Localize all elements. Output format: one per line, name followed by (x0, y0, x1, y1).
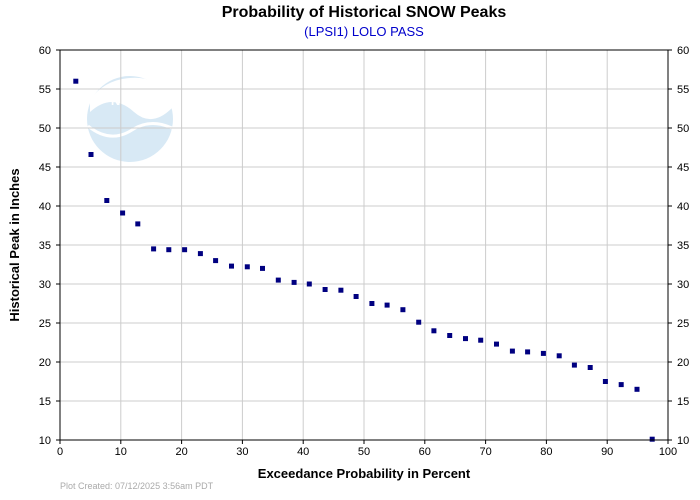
y-tick-label-left: 45 (39, 162, 51, 174)
data-point (602, 379, 608, 384)
data-point (571, 362, 577, 368)
y-tick-label-left: 10 (39, 435, 51, 447)
data-point (494, 341, 499, 347)
x-axis-label: Exceedance Probability in Percent (258, 466, 471, 481)
y-tick-label-left: 50 (39, 123, 51, 135)
y-tick-label-right: 25 (677, 318, 689, 330)
data-point (306, 281, 312, 287)
y-tick-label-left: 30 (39, 279, 51, 291)
y-tick-label-right: 15 (677, 396, 689, 408)
data-point (540, 350, 546, 356)
data-point (384, 302, 390, 308)
data-point (649, 436, 655, 442)
data-point (88, 152, 94, 157)
data-point (509, 348, 515, 354)
data-point (478, 337, 484, 343)
noaa-logo-text: NOAA (111, 93, 150, 108)
data-point (275, 277, 281, 283)
y-tick-label-left: 40 (39, 201, 51, 213)
data-point (463, 336, 468, 342)
y-tick-label-right: 30 (677, 279, 689, 291)
y-tick-label-left: 20 (39, 357, 51, 369)
x-tick-label: 40 (297, 446, 309, 458)
data-point (120, 210, 126, 216)
x-tick-label: 30 (236, 446, 248, 458)
y-tick-label-right: 55 (677, 84, 689, 96)
y-tick-label-left: 60 (39, 45, 51, 57)
y-tick-label-right: 60 (677, 45, 689, 57)
y-tick-label-left: 15 (39, 396, 51, 408)
data-point (416, 319, 422, 325)
chart-title: Probability of Historical SNOW Peaks (222, 4, 507, 21)
plot-created-footer: Plot Created: 07/12/2025 3:56am PDT (60, 481, 214, 491)
x-tick-label: 10 (115, 446, 127, 458)
y-tick-label-right: 40 (677, 201, 689, 213)
plot-border (59, 49, 669, 441)
data-point (260, 265, 265, 271)
x-tick-label: 90 (601, 446, 613, 458)
data-point (322, 287, 328, 292)
data-point (525, 349, 531, 355)
data-point (197, 251, 203, 257)
data-point (104, 198, 110, 203)
data-point (400, 307, 406, 313)
y-axis-label: Historical Peak in Inches (7, 168, 22, 321)
y-tick-label-left: 55 (39, 84, 51, 96)
noaa-logo-icon: NOAA (87, 76, 173, 162)
y-tick-label-left: 35 (39, 240, 51, 252)
data-point (182, 247, 188, 253)
y-tick-label-left: 25 (39, 318, 51, 330)
data-point (166, 247, 172, 253)
y-tick-label-right: 35 (677, 240, 689, 252)
x-tick-label: 0 (57, 446, 63, 458)
y-tick-label-right: 45 (677, 162, 689, 174)
chart-subtitle: (LPSI1) LOLO PASS (304, 24, 424, 39)
x-tick-label: 70 (479, 446, 491, 458)
data-point (353, 294, 359, 299)
data-point (618, 382, 624, 388)
data-points (73, 78, 655, 442)
data-point (369, 301, 375, 306)
data-point (151, 246, 157, 252)
x-tick-label: 80 (540, 446, 552, 458)
data-point (229, 263, 234, 269)
data-point (213, 258, 219, 264)
data-point (73, 78, 79, 84)
data-point (431, 328, 437, 334)
y-tick-label-right: 10 (677, 435, 689, 447)
x-tick-label: 50 (358, 446, 370, 458)
data-point (291, 279, 297, 285)
grid-lines (60, 50, 668, 440)
data-point (634, 386, 640, 392)
y-tick-label-right: 50 (677, 123, 689, 135)
y-tick-label-right: 20 (677, 357, 689, 369)
x-tick-label: 60 (419, 446, 431, 458)
data-point (556, 353, 562, 359)
x-tick-label: 20 (175, 446, 187, 458)
data-point (135, 221, 141, 227)
data-point (447, 333, 453, 338)
data-point (338, 287, 344, 293)
data-point (587, 365, 593, 370)
data-point (244, 264, 250, 270)
x-tick-label: 100 (659, 446, 677, 458)
